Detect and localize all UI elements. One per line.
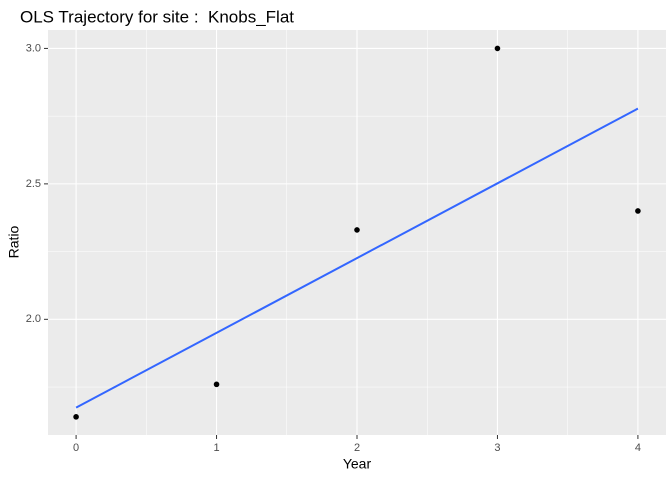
y-tick-label: 2.5 [26, 178, 41, 190]
chart-title: OLS Trajectory for site : Knobs_Flat [20, 7, 294, 26]
x-tick-label: 0 [73, 442, 79, 454]
y-tick-label: 2.0 [26, 313, 41, 325]
point [73, 414, 79, 420]
point [354, 227, 360, 233]
point [494, 45, 501, 52]
x-tick-label: 4 [635, 442, 641, 454]
x-tick-label: 2 [354, 442, 360, 454]
y-tick-label: 3.0 [26, 42, 41, 54]
x-tick-label: 1 [213, 442, 219, 454]
y-axis-label: Ratio [6, 225, 22, 258]
point [213, 381, 220, 388]
point [635, 208, 641, 214]
fit-line [75, 107, 639, 409]
x-axis-label: Year [343, 456, 372, 472]
x-tick-label: 3 [494, 442, 500, 454]
